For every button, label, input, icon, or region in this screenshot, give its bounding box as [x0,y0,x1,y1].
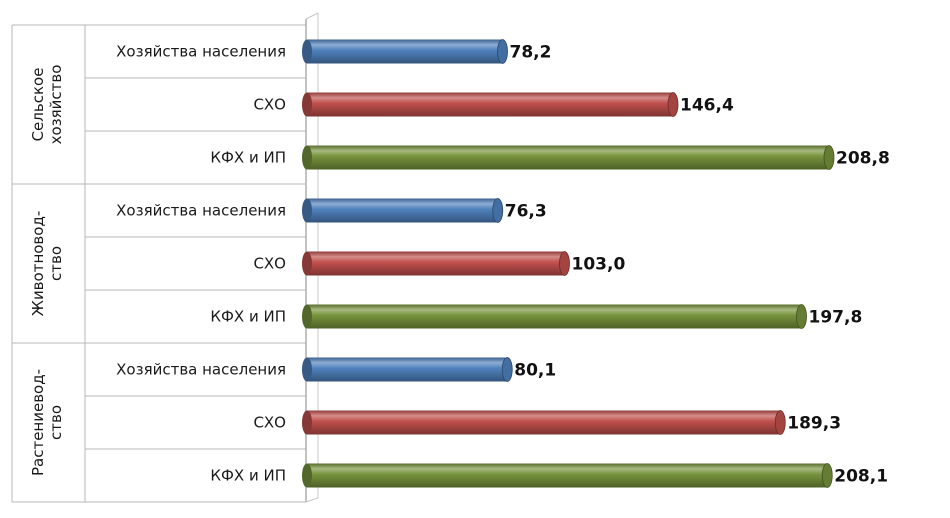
group-label-line: Животновод- [29,211,47,316]
category-label: СХО [253,414,286,432]
wall-top-edge [305,12,319,20]
bar-start-cap [302,198,312,223]
bars [302,39,835,488]
value-label: 146,4 [680,96,734,116]
bar [307,304,802,329]
bar-start-cap [302,251,312,276]
bar-end-cap [559,251,570,276]
bar-end-cap [667,92,679,117]
bar [307,92,673,117]
labels: Сельскоехозяйство Хозяйства населения 78,2… [29,43,890,487]
bar-start-cap [302,145,312,170]
value-label: 78,2 [510,43,552,63]
group-label: Растениевод-ство [29,369,65,476]
bar-end-cap [492,198,504,223]
bar [307,357,508,382]
group-label-line: Сельское [29,68,47,142]
bar [307,39,503,64]
bar [307,463,828,488]
value-label: 189,3 [787,414,841,434]
bar [307,410,781,435]
bar-end-cap [823,145,835,170]
category-label: Хозяйства населения [116,43,286,61]
value-label: 208,1 [834,467,888,487]
bar [307,145,829,170]
bar-start-cap [302,357,312,382]
bar [307,198,498,223]
bar-end-cap [821,463,833,488]
value-label: 208,8 [836,149,890,169]
category-label: КФХ и ИП [210,308,286,326]
bar-start-cap [302,39,312,64]
bar-start-cap [302,410,312,435]
bar-start-cap [302,304,312,329]
group-label-line: ство [47,405,65,440]
category-label: КФХ и ИП [210,467,286,485]
category-label: КФХ и ИП [210,149,286,167]
category-label: Хозяйства населения [116,202,286,220]
bar-start-cap [302,463,312,488]
group-label-line: Растениевод- [29,369,47,476]
value-label: 80,1 [514,361,556,381]
value-label: 103,0 [572,255,626,275]
group-label-line: ство [47,246,65,281]
bar-end-cap [774,410,786,435]
group-label: Сельскоехозяйство [29,65,65,145]
bar-end-cap [497,39,508,64]
category-label: СХО [253,255,286,273]
value-label: 76,3 [505,202,547,222]
bar-end-cap [501,357,513,382]
category-label: Хозяйства населения [116,361,286,379]
wall-bottom-edge [305,497,319,503]
value-label: 197,8 [809,308,863,328]
bar [307,251,565,276]
bar-start-cap [302,92,312,117]
group-label-line: хозяйство [47,65,65,145]
group-label: Животновод-ство [29,211,65,316]
bar-end-cap [796,304,807,329]
category-label: СХО [253,96,286,114]
